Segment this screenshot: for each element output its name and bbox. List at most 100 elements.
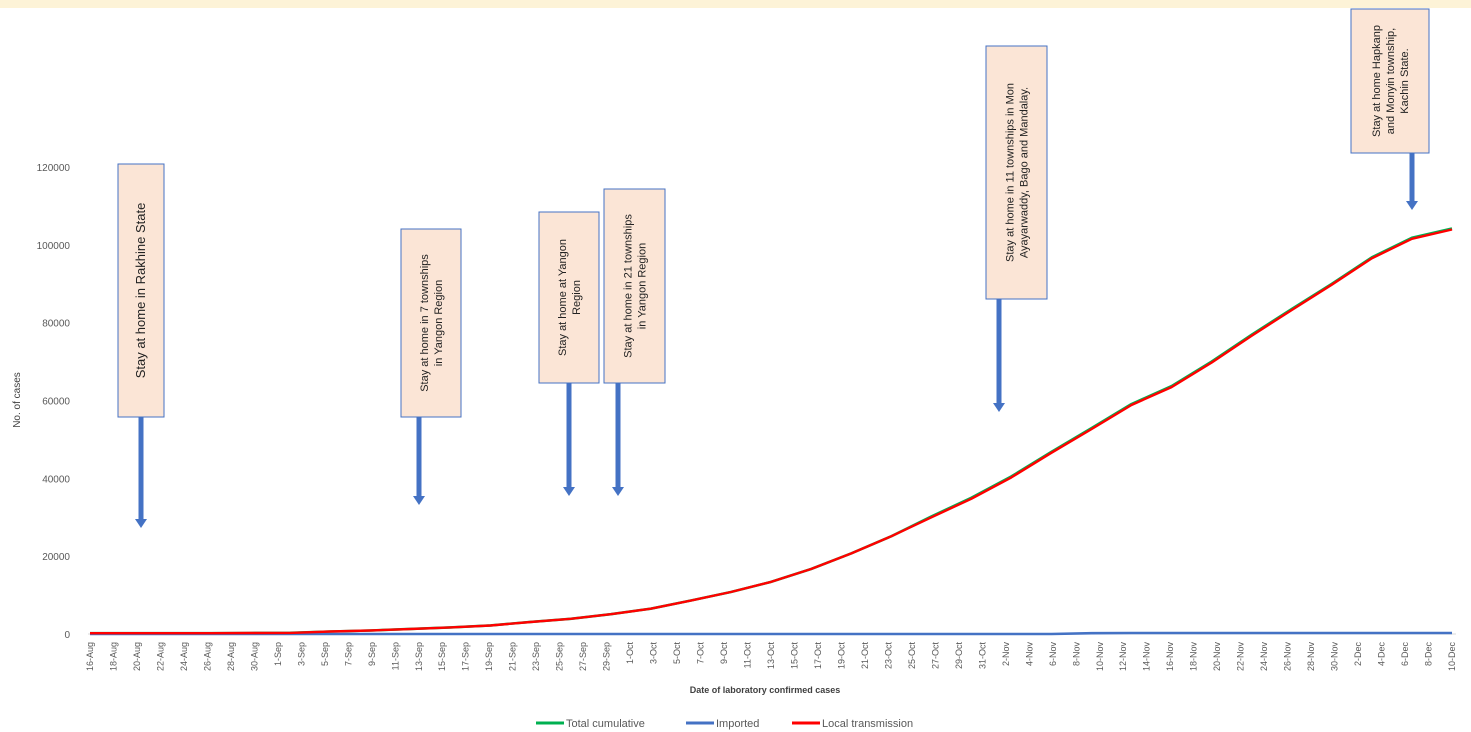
annotation-rect xyxy=(1350,8,1430,154)
x-tick-label: 21-Oct xyxy=(860,642,870,670)
x-tick-label: 18-Nov xyxy=(1189,642,1199,672)
y-tick-label: 40000 xyxy=(42,474,70,485)
annotation-rect xyxy=(117,163,165,418)
x-tick-label: 19-Sep xyxy=(484,642,494,671)
series-line-local-transmission xyxy=(90,228,1453,635)
y-axis-label: No. of cases xyxy=(12,372,23,428)
y-tick-label: 0 xyxy=(64,630,70,641)
x-tick-label: 25-Oct xyxy=(907,642,917,670)
x-tick-label: 15-Oct xyxy=(789,642,799,670)
x-axis-label: Date of laboratory confirmed cases xyxy=(690,685,841,695)
y-tick-label: 120000 xyxy=(37,163,71,174)
x-tick-label: 27-Oct xyxy=(930,642,940,670)
annotation-line: and Monyin township, xyxy=(1385,28,1397,134)
x-tick-label: 28-Aug xyxy=(226,642,236,671)
x-tick-label: 14-Nov xyxy=(1142,642,1152,672)
x-tick-label: 2-Nov xyxy=(1001,642,1011,667)
annotation-line: in Yangon Region xyxy=(433,280,445,366)
annotation-rect xyxy=(985,45,1048,300)
x-tick-label: 20-Nov xyxy=(1212,642,1222,672)
annotation-rect xyxy=(400,228,462,418)
x-tick-label: 22-Aug xyxy=(155,642,165,671)
annotation-rect xyxy=(603,188,666,384)
x-tick-label: 23-Oct xyxy=(883,642,893,670)
x-tick-label: 29-Sep xyxy=(602,642,612,671)
x-axis: 16-Aug 18-Aug 20-Aug 22-Aug 24-Aug 26-Aug 28-A… xyxy=(85,633,1457,672)
legend-label: Local transmission xyxy=(822,718,913,730)
annotations: Stay at home in Rakhine State Stay at hom… xyxy=(117,8,1430,528)
x-tick-label: 28-Nov xyxy=(1306,642,1316,672)
annotation-box: Stay at home in Rakhine State xyxy=(117,163,165,528)
top-band xyxy=(0,0,1471,8)
x-tick-label: 8-Dec xyxy=(1424,642,1434,667)
x-tick-label: 18-Aug xyxy=(108,642,118,671)
legend-label: Total cumulative xyxy=(566,718,645,730)
series-line-total-cumulative xyxy=(90,227,1453,635)
x-tick-label: 6-Dec xyxy=(1400,642,1410,667)
x-tick-label: 5-Oct xyxy=(672,642,682,665)
annotation-text: Stay at home in 7 townships in Yangon Reg… xyxy=(419,254,445,392)
annotation-arrow-head xyxy=(413,496,425,505)
annotation-line: Stay at home at Yangon xyxy=(557,239,569,356)
x-tick-label: 10-Nov xyxy=(1095,642,1105,672)
x-tick-label: 12-Nov xyxy=(1118,642,1128,672)
annotation-line: Stay at home Hapkanp xyxy=(1371,25,1383,137)
annotation-line: Stay at home in 7 townships xyxy=(419,254,431,392)
x-tick-label: 13-Sep xyxy=(414,642,424,671)
x-tick-label: 15-Sep xyxy=(437,642,447,671)
y-axis: 0 20000 40000 60000 80000 100000 120000 xyxy=(37,163,71,641)
x-tick-label: 8-Nov xyxy=(1071,642,1081,667)
x-tick-label: 4-Nov xyxy=(1024,642,1034,667)
annotation-text: Stay at home in 21 townships in Yangon Re… xyxy=(623,214,649,358)
annotation-arrow-head xyxy=(135,519,147,528)
annotation-rect xyxy=(538,211,600,384)
annotation-line: Kachin State. xyxy=(1399,48,1411,113)
x-tick-label: 27-Sep xyxy=(578,642,588,671)
legend: Total cumulative Imported Local transmissi… xyxy=(536,718,913,730)
annotation-box: Stay at home at Yangon Region xyxy=(538,211,600,496)
x-tick-label: 7-Sep xyxy=(343,642,353,666)
x-tick-label: 3-Sep xyxy=(296,642,306,666)
x-tick-label: 17-Sep xyxy=(461,642,471,671)
x-tick-label: 9-Sep xyxy=(367,642,377,666)
legend-label: Imported xyxy=(716,718,759,730)
x-tick-label: 13-Oct xyxy=(766,642,776,670)
x-tick-label: 21-Sep xyxy=(508,642,518,671)
x-tick-label: 30-Nov xyxy=(1330,642,1340,672)
annotation-box: Stay at home in 7 townships in Yangon Reg… xyxy=(400,228,462,505)
x-tick-label: 2-Dec xyxy=(1353,642,1363,667)
y-tick-label: 100000 xyxy=(37,241,71,252)
annotation-arrow-head xyxy=(1406,201,1418,210)
x-tick-label: 25-Sep xyxy=(555,642,565,671)
x-tick-label: 23-Sep xyxy=(531,642,541,671)
y-tick-label: 80000 xyxy=(42,319,70,330)
x-tick-label: 4-Dec xyxy=(1377,642,1387,667)
series-group xyxy=(90,227,1453,636)
y-tick-label: 60000 xyxy=(42,397,70,408)
x-tick-label: 16-Nov xyxy=(1165,642,1175,672)
annotation-text: Stay at home in 11 townships in Mon Ayaya… xyxy=(1005,83,1031,262)
series-line-imported xyxy=(90,631,1452,636)
x-tick-label: 11-Sep xyxy=(390,642,400,670)
x-tick-label: 31-Oct xyxy=(977,642,987,670)
annotation-line: Region xyxy=(571,280,583,315)
x-tick-label: 24-Aug xyxy=(179,642,189,671)
annotation-box: Stay at home Hapkanp and Monyin township,… xyxy=(1350,8,1430,210)
x-tick-label: 5-Sep xyxy=(320,642,330,666)
x-tick-label: 30-Aug xyxy=(249,642,259,671)
annotation-box: Stay at home in 11 townships in Mon Ayaya… xyxy=(985,45,1048,412)
x-tick-label: 24-Nov xyxy=(1259,642,1269,672)
annotation-text: Stay at home Hapkanp and Monyin township,… xyxy=(1371,25,1411,137)
x-tick-label: 26-Nov xyxy=(1283,642,1293,672)
annotation-arrow-head xyxy=(612,487,624,496)
annotation-line: Stay at home in Rakhine State xyxy=(133,203,148,379)
y-tick-label: 20000 xyxy=(42,552,70,563)
x-tick-label: 3-Oct xyxy=(649,642,659,665)
annotation-box: Stay at home in 21 townships in Yangon Re… xyxy=(603,188,666,496)
x-tick-label: 16-Aug xyxy=(85,642,95,671)
annotation-line: in Yangon Region xyxy=(637,243,649,329)
x-tick-label: 29-Oct xyxy=(954,642,964,670)
x-tick-label: 26-Aug xyxy=(202,642,212,671)
x-tick-label: 17-Oct xyxy=(813,642,823,670)
